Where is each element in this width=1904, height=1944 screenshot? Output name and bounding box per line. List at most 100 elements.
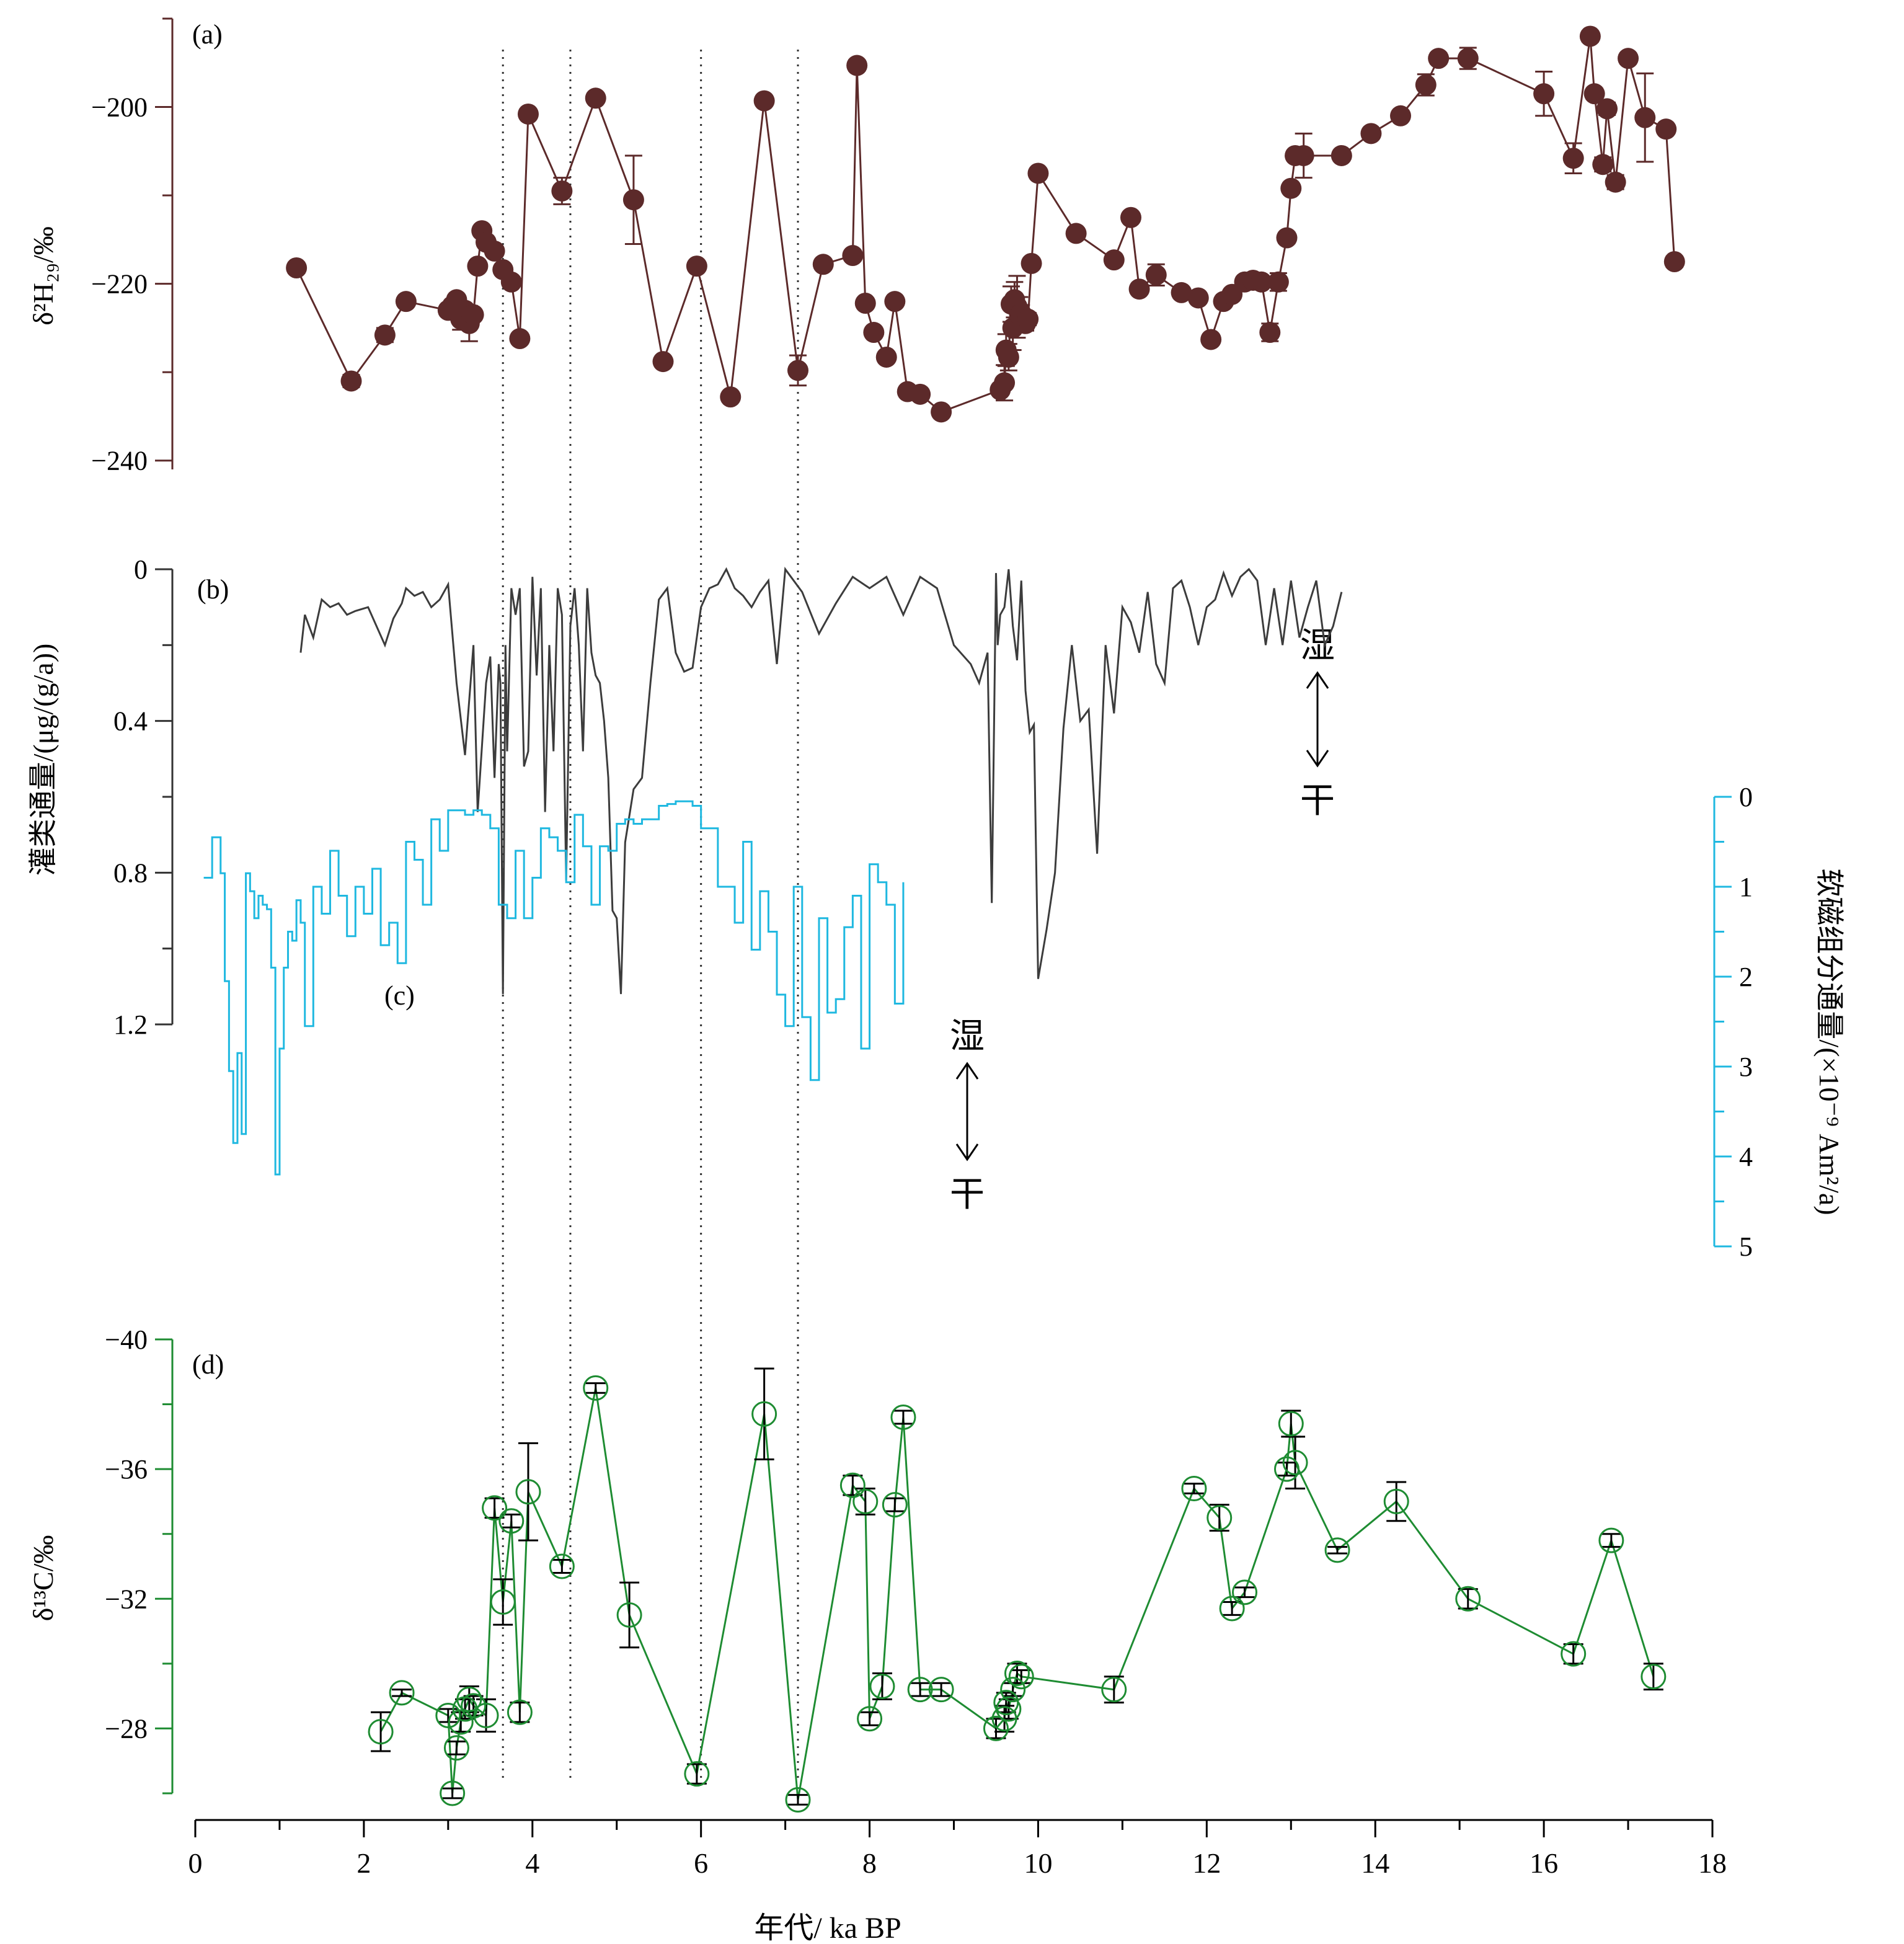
y-tick-label-d: −32 [105, 1584, 148, 1614]
point-a [1618, 48, 1639, 69]
point-a [998, 346, 1019, 368]
point-a [863, 322, 885, 344]
x-tick-label: 18 [1698, 1847, 1727, 1879]
ylabel-b: 灌类通量/(μg/(g/a)) [27, 644, 59, 876]
point-d [1383, 1488, 1409, 1514]
y-tick-label-c: 0 [1739, 782, 1753, 812]
point-a [842, 245, 864, 267]
point-a [1017, 308, 1039, 330]
point-d [549, 1553, 575, 1579]
point-a [753, 90, 775, 112]
annot-b-arrow [1306, 671, 1329, 768]
series-line-b [299, 566, 1343, 995]
y-tick-label-c: 1 [1739, 872, 1753, 902]
point-d [473, 1703, 499, 1729]
point-a [1579, 25, 1601, 47]
y-tick-label-a: −220 [91, 269, 148, 300]
x-tick-label: 6 [694, 1847, 708, 1879]
point-d [616, 1602, 642, 1628]
point-d [440, 1780, 466, 1806]
point-a [931, 401, 952, 423]
point-a [1200, 329, 1222, 350]
point-a [846, 55, 868, 76]
point-a [622, 189, 644, 211]
point-a [1596, 98, 1618, 120]
point-a [1103, 249, 1125, 271]
point-a [286, 257, 308, 278]
plot-layer: −240−220−20000.40.81.2012345−28−32−36−40… [91, 17, 1753, 1879]
point-d [435, 1703, 461, 1729]
x-tick-label: 14 [1361, 1847, 1389, 1879]
x-tick-label: 0 [188, 1847, 203, 1879]
point-a [1145, 264, 1167, 286]
x-tick-label: 4 [525, 1847, 539, 1879]
point-a [1360, 123, 1382, 144]
series-line-d [379, 1388, 1655, 1800]
point-d [1324, 1537, 1350, 1563]
point-d [1282, 1450, 1308, 1476]
point-d [515, 1479, 541, 1505]
point-d [1207, 1505, 1233, 1531]
point-a [517, 103, 539, 125]
y-tick-label-d: −40 [105, 1325, 148, 1355]
point-d [1641, 1664, 1667, 1690]
point-a [1605, 171, 1626, 193]
y-tick-label-c: 2 [1739, 962, 1753, 992]
point-d [1219, 1596, 1245, 1622]
point-a [1583, 83, 1605, 105]
point-d [1561, 1641, 1587, 1667]
point-a [1187, 287, 1209, 309]
point-d [785, 1786, 811, 1813]
point-d [498, 1508, 525, 1534]
point-a [1065, 223, 1087, 244]
point-d [1000, 1677, 1026, 1703]
point-a [994, 372, 1016, 394]
y-tick-label-b: 0 [134, 554, 148, 585]
point-a [484, 240, 505, 262]
y-tick-label-c: 3 [1739, 1052, 1753, 1082]
annot-c-arrow [955, 1062, 979, 1161]
x-tick-label: 10 [1024, 1847, 1052, 1879]
panel-label-a: (a) [192, 19, 223, 50]
point-a [1562, 148, 1584, 169]
point-a [1259, 322, 1281, 344]
point-a [720, 386, 742, 408]
point-d [1598, 1527, 1624, 1553]
point-a [1276, 227, 1298, 249]
point-a [1390, 105, 1412, 126]
point-d [448, 1709, 474, 1735]
y-tick-label-b: 0.4 [113, 706, 148, 737]
point-d [882, 1492, 908, 1518]
point-d [1278, 1411, 1304, 1437]
point-a [1331, 144, 1352, 166]
point-d [443, 1735, 469, 1761]
point-a [509, 328, 531, 350]
point-a [1663, 251, 1685, 273]
point-d [1101, 1677, 1127, 1703]
point-d [1008, 1664, 1034, 1690]
y-tick-label-c: 5 [1739, 1232, 1753, 1262]
point-a [551, 180, 573, 202]
point-a [1415, 74, 1437, 95]
point-d [928, 1677, 954, 1703]
point-a [1251, 271, 1272, 293]
annot-c-wet: 湿 [950, 1018, 985, 1056]
point-a [1428, 48, 1450, 69]
y-tick-label-d: −28 [105, 1713, 148, 1744]
point-d [1004, 1661, 1030, 1687]
xlabel: 年代/ ka BP [754, 1912, 901, 1944]
ylabel-c: 软磁组分通量/(×10⁻⁹ Am²/a) [1813, 868, 1845, 1215]
point-a [1592, 154, 1614, 175]
point-d [857, 1706, 883, 1732]
point-d [890, 1404, 916, 1430]
y-tick-label-b: 0.8 [113, 858, 148, 888]
point-a [854, 293, 876, 314]
point-d [1181, 1476, 1207, 1502]
point-d [907, 1677, 933, 1703]
point-d [1455, 1586, 1481, 1612]
series-line-c [203, 800, 905, 1176]
point-d [839, 1472, 866, 1498]
point-d [684, 1761, 710, 1787]
point-a [812, 254, 834, 275]
